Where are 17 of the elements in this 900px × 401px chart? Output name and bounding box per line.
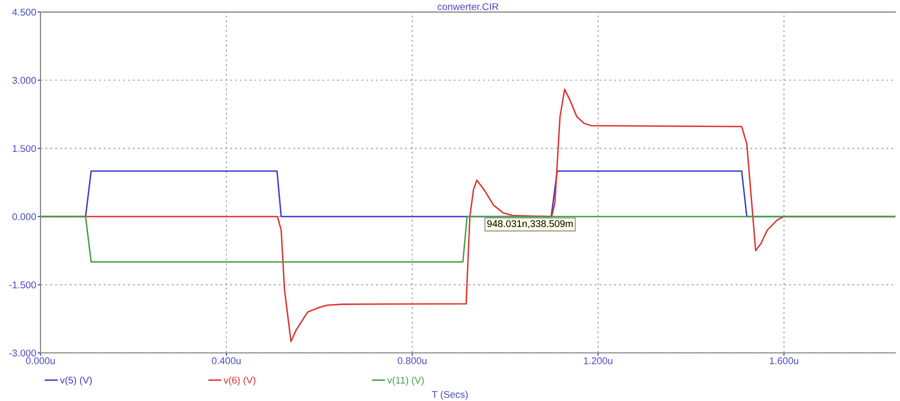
- y-tick-label: 1.500: [12, 145, 36, 152]
- x-tick-label: 0.000u: [26, 357, 55, 364]
- annotation: 948.031n,338.509m: [487, 220, 573, 228]
- y-tick-label: 4.500: [12, 8, 36, 16]
- x-tick-label: 0.400u: [212, 357, 241, 364]
- x-tick-label: 1.600u: [770, 357, 798, 364]
- y-tick-label: 3.000: [12, 76, 36, 84]
- legend-label: v(6) (V): [224, 376, 256, 386]
- legend-label: v(11) (V): [387, 376, 424, 386]
- y-tick-label: -3.000: [9, 350, 36, 356]
- legend-label: v(5) (V): [60, 376, 92, 386]
- x-tick-label: 0.800u: [398, 357, 426, 364]
- x-axis-title: T (Secs): [432, 390, 468, 400]
- chart-title: conwerter.CIR: [438, 3, 498, 10]
- y-tick-label: 0.000: [12, 213, 36, 220]
- y-tick-label: -1.500: [9, 281, 36, 288]
- x-tick-label: 1.200u: [584, 357, 612, 364]
